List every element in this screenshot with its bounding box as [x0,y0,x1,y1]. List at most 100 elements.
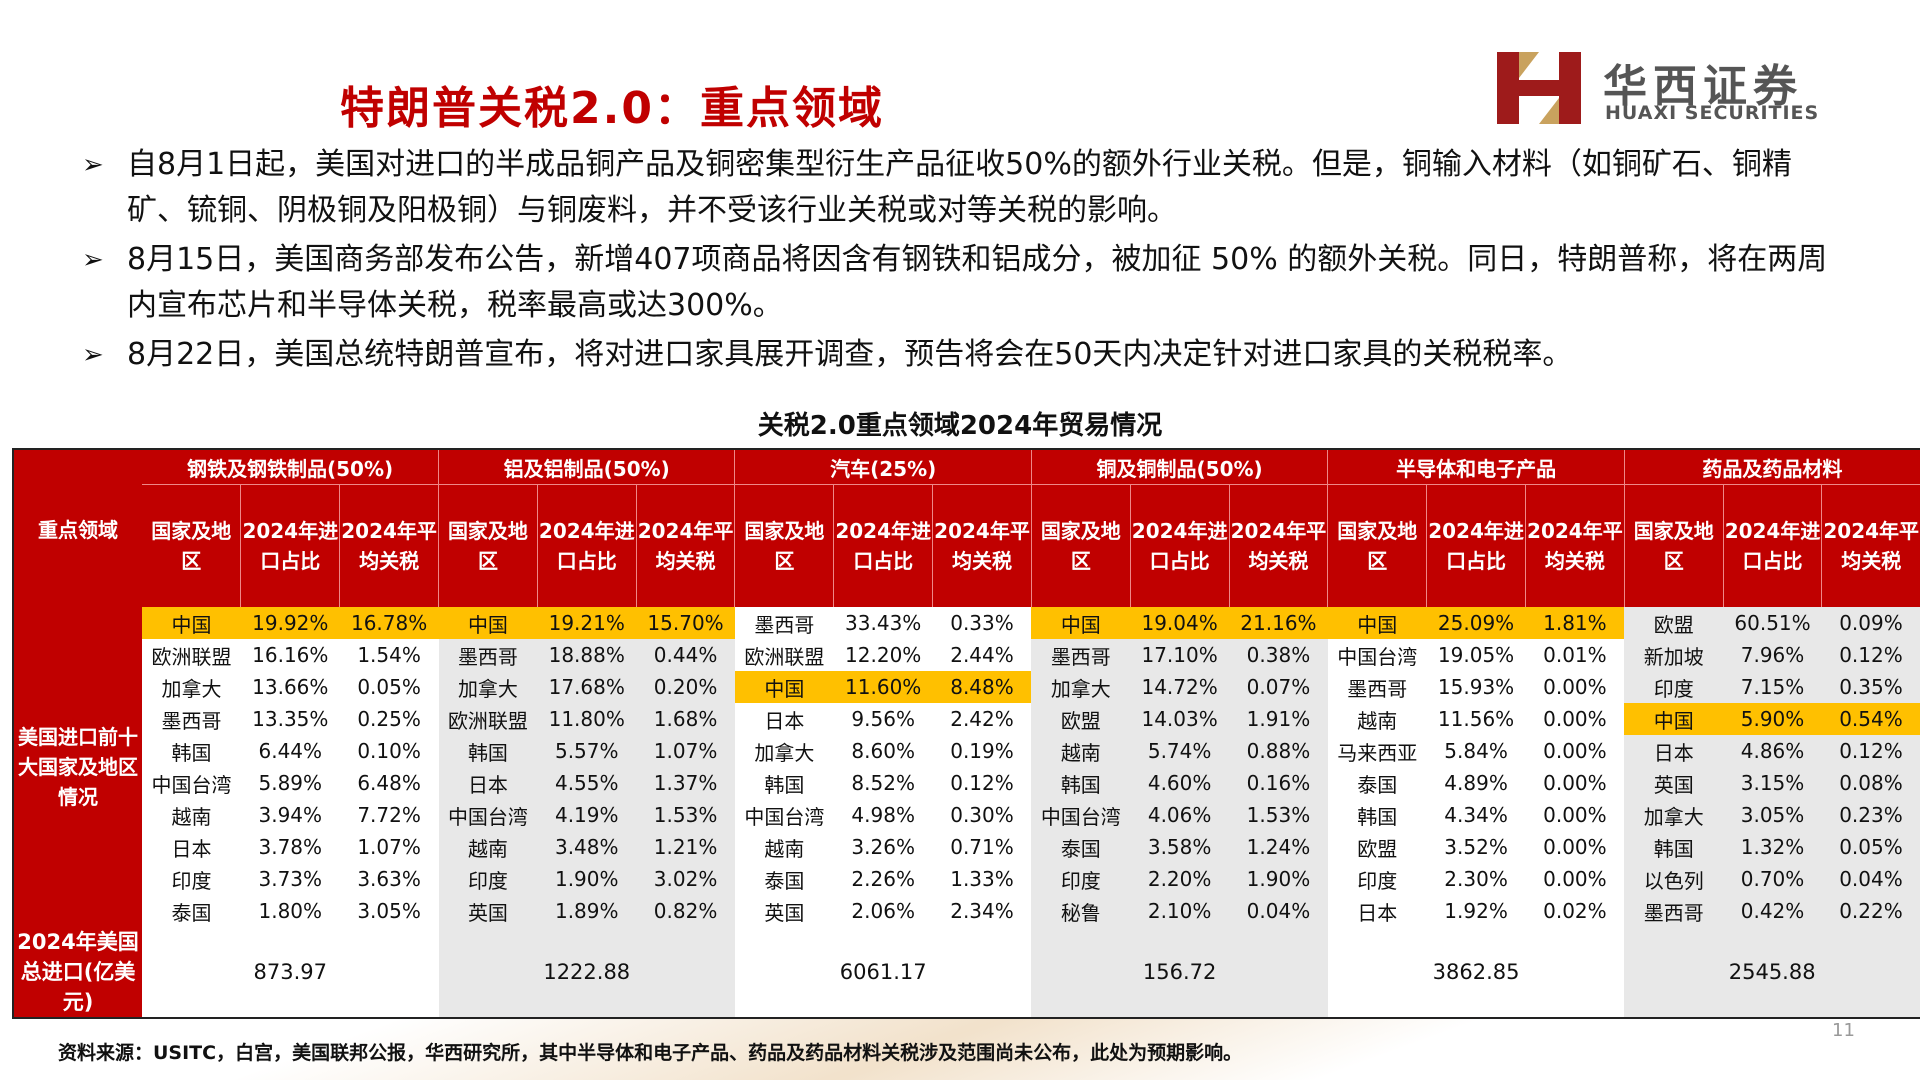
table-cell: 1.89% [537,895,637,927]
table-cell: 欧盟 [1624,607,1724,639]
table-cell: 0.00% [1525,703,1625,735]
table-cell: 新加坡 [1624,639,1724,671]
bullet-item: ➢ 8月15日，美国商务部发布公告，新增407项商品将因含有钢铁和铝成分，被加征… [82,237,1842,329]
table-cell: 2.30% [1426,863,1526,895]
table-cell: 0.70% [1723,863,1822,895]
table-cell: 0.01% [1525,639,1625,671]
table-cell: 33.43% [833,607,933,639]
table-cell: 3.73% [240,863,340,895]
table-cell: 1.81% [1525,607,1625,639]
bullet-text: 自8月1日起，美国对进口的半成品铜产品及铜密集型衍生产品征收50%的额外行业关税… [127,147,1792,228]
table-cell: 日本 [1327,895,1427,927]
table-cell: 1.90% [1229,863,1328,895]
table-cell: 中国台湾 [734,799,834,831]
table-cell: 0.12% [1821,735,1920,767]
bullet-item: ➢ 8月22日，美国总统特朗普宣布，将对进口家具展开调查，预告将会在50天内决定… [82,332,1842,378]
table-cell: 日本 [438,767,538,799]
table-row: 日本 3.78% 1.07% 越南 3.48% 1.21% 越南 3.26% 0.71% 泰国 3.… [13,831,1920,863]
source-note: 资料来源：USITC，白宫，美国联邦公报，华西研究所，其中半导体和电子产品、药品… [58,1042,1243,1064]
table-cell: 墨西哥 [1031,639,1131,671]
table-cell: 中国台湾 [1031,799,1131,831]
table-cell: 2.26% [833,863,933,895]
table-cell: 2.44% [932,639,1032,671]
table-cell: 加拿大 [1624,799,1724,831]
table-cell: 印度 [438,863,538,895]
column-header: 2024年进口占比 [1426,484,1526,607]
column-header: 2024年进口占比 [240,484,341,607]
table-cell: 中国 [142,607,241,639]
table-cell: 8.60% [833,735,933,767]
table-cell: 8.52% [833,767,933,799]
column-header: 2024年平均关税 [1525,484,1625,607]
table-cell: 0.16% [1229,767,1328,799]
table-cell: 加拿大 [734,735,834,767]
table-cell: 0.00% [1525,735,1625,767]
table-cell: 越南 [734,831,834,863]
table-cell: 7.96% [1723,639,1822,671]
table-cell: 0.42% [1723,895,1822,927]
table-cell: 0.38% [1229,639,1328,671]
table-cell: 越南 [1031,735,1131,767]
table-cell: 欧盟 [1031,703,1131,735]
table-cell: 英国 [1624,767,1724,799]
table-cell: 越南 [438,831,538,863]
table-cell: 1.32% [1723,831,1822,863]
table-cell: 7.72% [339,799,439,831]
table-cell: 马来西亚 [1327,735,1427,767]
table-cell: 5.84% [1426,735,1526,767]
table-cell: 日本 [1624,735,1724,767]
table-cell: 1.24% [1229,831,1328,863]
table-cell: 0.07% [1229,671,1328,703]
total-value: 2545.88 [1624,927,1920,1018]
table-cell: 中国台湾 [438,799,538,831]
table-cell: 3.48% [537,831,637,863]
column-header: 国家及地区 [1031,484,1131,607]
table-cell: 1.91% [1229,703,1328,735]
table-cell: 以色列 [1624,863,1724,895]
table-cell: 3.26% [833,831,933,863]
table-cell: 0.00% [1525,831,1625,863]
table-cell: 14.72% [1130,671,1230,703]
table-cell: 25.09% [1426,607,1526,639]
group-header: 铝及铝制品(50%) [438,449,736,485]
table-cell: 3.05% [339,895,439,927]
table-cell: 泰国 [1327,767,1427,799]
table-cell: 19.21% [537,607,637,639]
logo-english-name: HUAXI SECURITIES [1605,102,1820,124]
table-cell: 日本 [734,703,834,735]
table-cell: 0.88% [1229,735,1328,767]
table-cell: 0.82% [636,895,735,927]
group-header: 铜及铜制品(50%) [1031,449,1329,485]
table-cell: 0.08% [1821,767,1920,799]
column-header: 2024年平均关税 [339,484,440,607]
table-cell: 9.56% [833,703,933,735]
table-cell: 17.10% [1130,639,1230,671]
table-row: 墨西哥 13.35% 0.25% 欧洲联盟 11.80% 1.68% 日本 9.56% 2.42… [13,703,1920,735]
table-cell: 0.09% [1821,607,1920,639]
table-cell: 11.56% [1426,703,1526,735]
table-cell: 1.90% [537,863,637,895]
table-cell: 11.80% [537,703,637,735]
table-row: 越南 3.94% 7.72% 中国台湾 4.19% 1.53% 中国台湾 4.98% 0.30%… [13,799,1920,831]
trade-table: 重点领域 钢铁及钢铁制品(50%) 铝及铝制品(50%) 汽车(25%) 铜及铜制品(… [12,448,1920,1019]
total-value: 3862.85 [1327,927,1625,1018]
logo-chinese-name: 华西证券 [1603,61,1803,112]
total-row-header: 2024年美国总进口(亿美元) [13,927,143,1018]
table-cell: 泰国 [142,895,241,927]
table-cell: 4.06% [1130,799,1230,831]
table-cell: 泰国 [734,863,834,895]
table-cell: 16.16% [240,639,340,671]
table-cell: 19.05% [1426,639,1526,671]
table-cell: 0.12% [1821,639,1920,671]
table-cell: 印度 [1327,863,1427,895]
corner-header: 重点领域 [13,449,143,607]
table-cell: 墨西哥 [1624,895,1724,927]
table-row: 泰国 1.80% 3.05% 英国 1.89% 0.82% 英国 2.06% 2.34% 秘鲁 2.… [13,895,1920,927]
table-cell: 4.19% [537,799,637,831]
table-cell: 中国 [734,671,834,703]
table-cell: 中国 [1031,607,1131,639]
table-cell: 0.00% [1525,863,1625,895]
table-cell: 印度 [142,863,241,895]
table-cell: 中国 [1624,703,1724,735]
table-cell: 英国 [438,895,538,927]
